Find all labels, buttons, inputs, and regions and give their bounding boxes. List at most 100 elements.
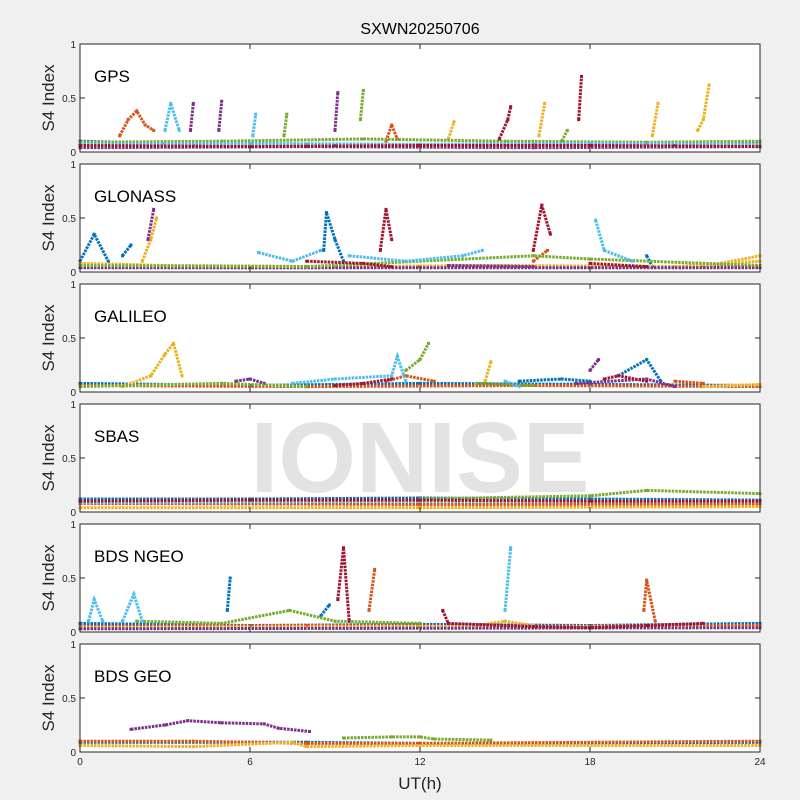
subplot-sbas: IONISE 0 0.5 1 S4 Index SBAS [39,400,762,519]
data-point [653,619,657,623]
series-segment [225,577,232,611]
x-tick-label: 0 [77,757,83,768]
data-point [404,259,408,263]
watermark: IONISE [251,402,590,514]
data-point [191,101,195,105]
data-point [342,736,345,740]
data-point [390,377,394,381]
data-point [140,619,144,623]
series-segment [146,209,156,240]
data-point [577,118,581,122]
data-point [285,112,289,116]
data-point [163,352,167,356]
data-point [308,729,311,733]
data-point [537,134,541,138]
data-point [503,619,507,623]
panel-label: GLONASS [94,187,176,206]
y-axis-label: S4 Index [39,424,58,492]
data-point [390,374,394,378]
series-segment [703,254,761,269]
data-point [531,146,535,150]
data-point [642,608,646,612]
data-point [140,259,144,263]
data-point [189,128,192,132]
y-axis-label: S4 Index [39,544,58,612]
data-point [254,112,258,116]
data-point [656,101,660,105]
data-point [531,384,535,388]
series-segment [419,488,761,501]
data-point [580,74,583,78]
y-tick-label: 1 [70,640,76,651]
data-point [404,368,408,372]
data-point [367,608,371,612]
data-point [546,248,549,252]
series-segment [441,609,704,630]
data-point [497,137,501,141]
data-point [418,144,422,148]
data-point [673,379,677,383]
data-point [418,358,422,362]
data-point [503,139,507,143]
data-point [404,379,408,383]
panel-label: BDS GEO [94,667,171,686]
data-point [191,745,195,749]
series-segment [79,740,760,749]
data-point [361,137,365,141]
data-point [92,232,96,236]
series-segment [589,261,647,269]
data-point [132,592,136,596]
series-segment [537,103,547,137]
y-tick-label: 0.5 [62,334,76,345]
data-point [305,265,309,269]
y-axis-label: S4 Index [39,304,58,372]
y-tick-label: 0.5 [62,214,76,225]
data-point [645,140,649,144]
data-point [333,377,337,381]
data-point [333,128,337,132]
data-point [319,614,323,618]
x-axis-label: UT(h) [398,774,441,793]
y-tick-label: 1 [70,520,76,531]
data-point [121,619,124,623]
data-point [517,379,521,383]
data-point [155,216,158,220]
y-tick-label: 1 [70,160,76,171]
data-point [118,134,122,138]
panel-label: SBAS [94,427,139,446]
series-segment [282,114,289,136]
data-point [531,254,535,258]
series-segment [322,212,345,262]
data-point [390,238,394,242]
data-point [248,141,252,145]
data-point [149,374,153,378]
y-tick-label: 0.5 [62,574,76,585]
data-point [101,619,105,623]
data-point [390,265,394,269]
series-segment [79,137,761,144]
data-point [673,385,677,389]
data-point [432,379,436,383]
data-point [602,248,606,252]
x-tick-label: 6 [247,757,253,768]
data-point [129,727,133,731]
data-point [701,621,705,625]
data-point [404,374,408,378]
data-point [333,384,337,388]
data-point [418,625,422,629]
data-point [631,259,634,263]
y-tick-label: 0 [70,508,76,519]
data-point [384,207,388,211]
data-point [475,381,479,385]
data-point [220,621,224,625]
series-segment [588,358,600,372]
panel-label: GPS [94,67,130,86]
data-point [509,546,513,550]
data-point [305,745,309,749]
series-segment [319,604,331,617]
series-segment [163,97,181,131]
data-point [220,721,224,725]
data-point [645,379,649,383]
data-point [305,385,309,389]
data-point [262,381,266,385]
